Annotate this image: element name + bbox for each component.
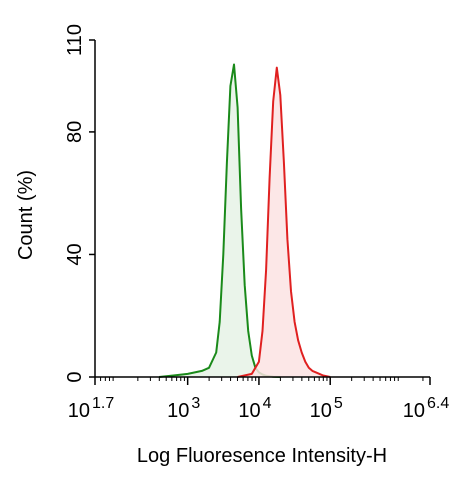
x-tick-label: 10 6.4 <box>403 395 450 422</box>
y-tick-label: 0 <box>64 371 86 382</box>
series-2-area <box>237 67 331 377</box>
y-tick-label: 80 <box>64 121 86 143</box>
x-tick-label: 10 5 <box>310 395 343 422</box>
x-tick-label: 10 3 <box>167 395 200 422</box>
plot-marks <box>158 63 331 378</box>
y-tick-label: 110 <box>64 24 86 56</box>
y-axis-label: Count (%) <box>15 170 37 260</box>
x-tick-label: 10 1.7 <box>68 395 115 422</box>
axes: 0 40 80 110 10 1.7 10 3 10 4 10 5 10 6.4 <box>64 24 449 422</box>
series-2-line <box>237 66 331 378</box>
y-tick-label: 40 <box>64 243 86 265</box>
x-tick-label: 10 4 <box>238 395 271 422</box>
x-axis-label: Log Fluoresence Intensity-H <box>137 445 387 467</box>
